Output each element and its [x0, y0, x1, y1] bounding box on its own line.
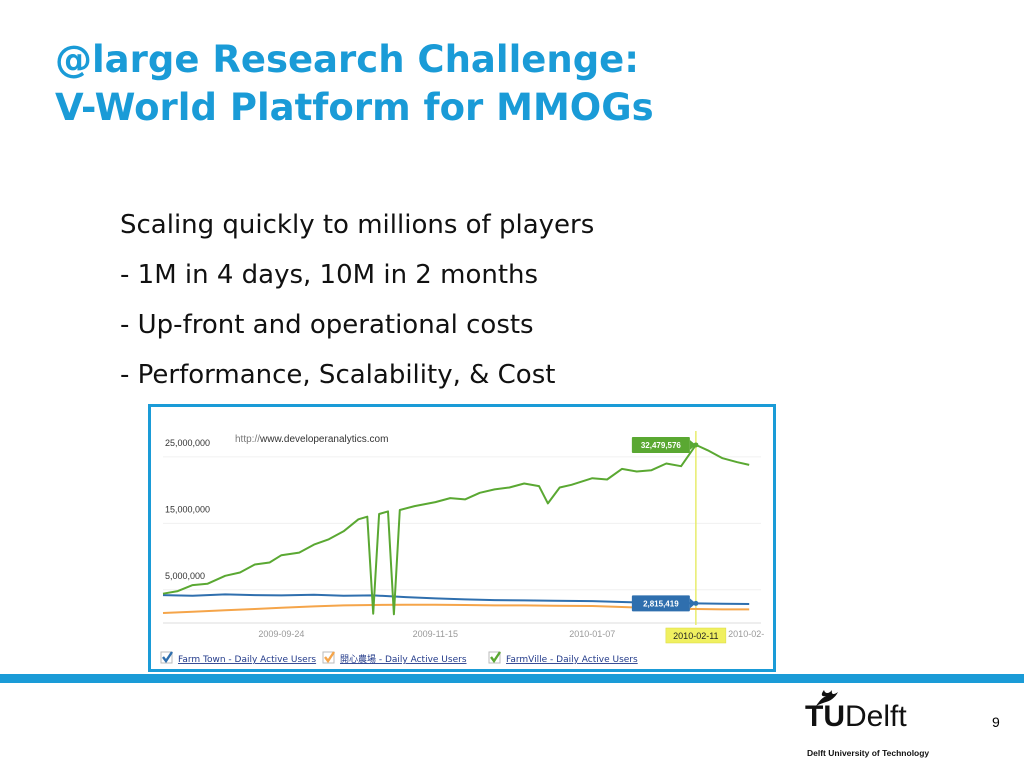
callout-point — [693, 442, 699, 448]
callout-1: 32,479,576 — [631, 436, 699, 453]
series-layer — [162, 443, 750, 616]
y-tick-label: 5,000,000 — [165, 571, 205, 581]
callout-box — [631, 595, 690, 612]
callout-label: 32,479,576 — [641, 441, 682, 450]
slide-title-line1: @large Research Challenge: — [55, 38, 640, 81]
slide-title: @large Research Challenge: V-World Platf… — [55, 36, 654, 132]
bullet-item: - Performance, Scalability, & Cost — [120, 360, 556, 390]
chart-legend: Farm Town - Daily Active Users 開心農場 - Dai… — [160, 651, 638, 665]
callout-pointer — [689, 439, 696, 450]
chart-screenshot: 25,000,000 15,000,000 5,000,000 2009-09-24… — [148, 404, 776, 672]
tu-delft-logo: TUDelft — [805, 700, 907, 734]
legend-label[interactable]: FarmVille - Daily Active Users — [506, 655, 638, 665]
checkmark-icon — [324, 651, 335, 664]
bullet-item: - 1M in 4 days, 10M in 2 months — [120, 260, 539, 290]
x-tick-label: 2009-09-24 — [258, 629, 304, 639]
series-line-3 — [162, 443, 750, 616]
highlight-date-badge: 2010-02-11 — [665, 627, 727, 644]
y-tick-labels: 25,000,000 15,000,000 5,000,000 — [165, 438, 210, 581]
x-tick-label: 2010-02- — [728, 629, 764, 639]
slide-title-line2: V-World Platform for MMOGs — [55, 86, 654, 129]
checkmark-icon — [162, 651, 173, 664]
legend-label[interactable]: Farm Town - Daily Active Users — [178, 655, 316, 665]
x-tick-label: 2010-01-07 — [569, 629, 615, 639]
legend-item-2[interactable]: 開心農場 - Daily Active Users — [322, 651, 467, 665]
legend-checkbox[interactable] — [322, 651, 335, 664]
grid-layer — [163, 456, 761, 624]
legend-checkbox[interactable] — [488, 651, 501, 664]
legend-label[interactable]: 開心農場 - Daily Active Users — [340, 653, 467, 665]
legend-checkbox[interactable] — [160, 651, 173, 664]
legend-item-1[interactable]: Farm Town - Daily Active Users — [160, 651, 316, 665]
callout-pointer — [689, 598, 696, 609]
callout-2: 2,815,419 — [631, 595, 699, 612]
page-number: 9 — [992, 714, 1000, 730]
source-url-label: http://www.developeranalytics.com — [235, 434, 388, 445]
y-tick-label: 25,000,000 — [165, 438, 210, 448]
callout-point — [693, 600, 699, 606]
logo-subtitle: Delft University of Technology — [807, 748, 930, 758]
bullet-item: - Up-front and operational costs — [120, 310, 534, 340]
callout-label: 2,815,419 — [643, 599, 679, 608]
line-chart: 25,000,000 15,000,000 5,000,000 2009-09-24… — [160, 431, 764, 665]
highlight-date-text: 2010-02-11 — [673, 631, 718, 641]
bullet-list: Scaling quickly to millions of players -… — [120, 200, 594, 400]
tu-delft-flame-icon — [816, 690, 838, 706]
checkmark-icon — [490, 651, 501, 664]
footer-accent-bar — [0, 674, 1024, 683]
legend-item-3[interactable]: FarmVille - Daily Active Users — [488, 651, 638, 665]
y-tick-label: 15,000,000 — [165, 504, 210, 514]
callout-layer: 32,479,576 2,815,419 — [631, 436, 699, 612]
logo-tu: TU — [805, 700, 845, 733]
x-tick-labels: 2009-09-24 2009-11-15 2010-01-07 2010-02- — [258, 629, 764, 639]
logo-delft: Delft — [845, 700, 907, 733]
x-tick-label: 2009-11-15 — [413, 629, 458, 639]
callout-box — [631, 436, 690, 453]
bullet-item: Scaling quickly to millions of players — [120, 210, 595, 240]
highlight-date-box — [665, 627, 727, 644]
